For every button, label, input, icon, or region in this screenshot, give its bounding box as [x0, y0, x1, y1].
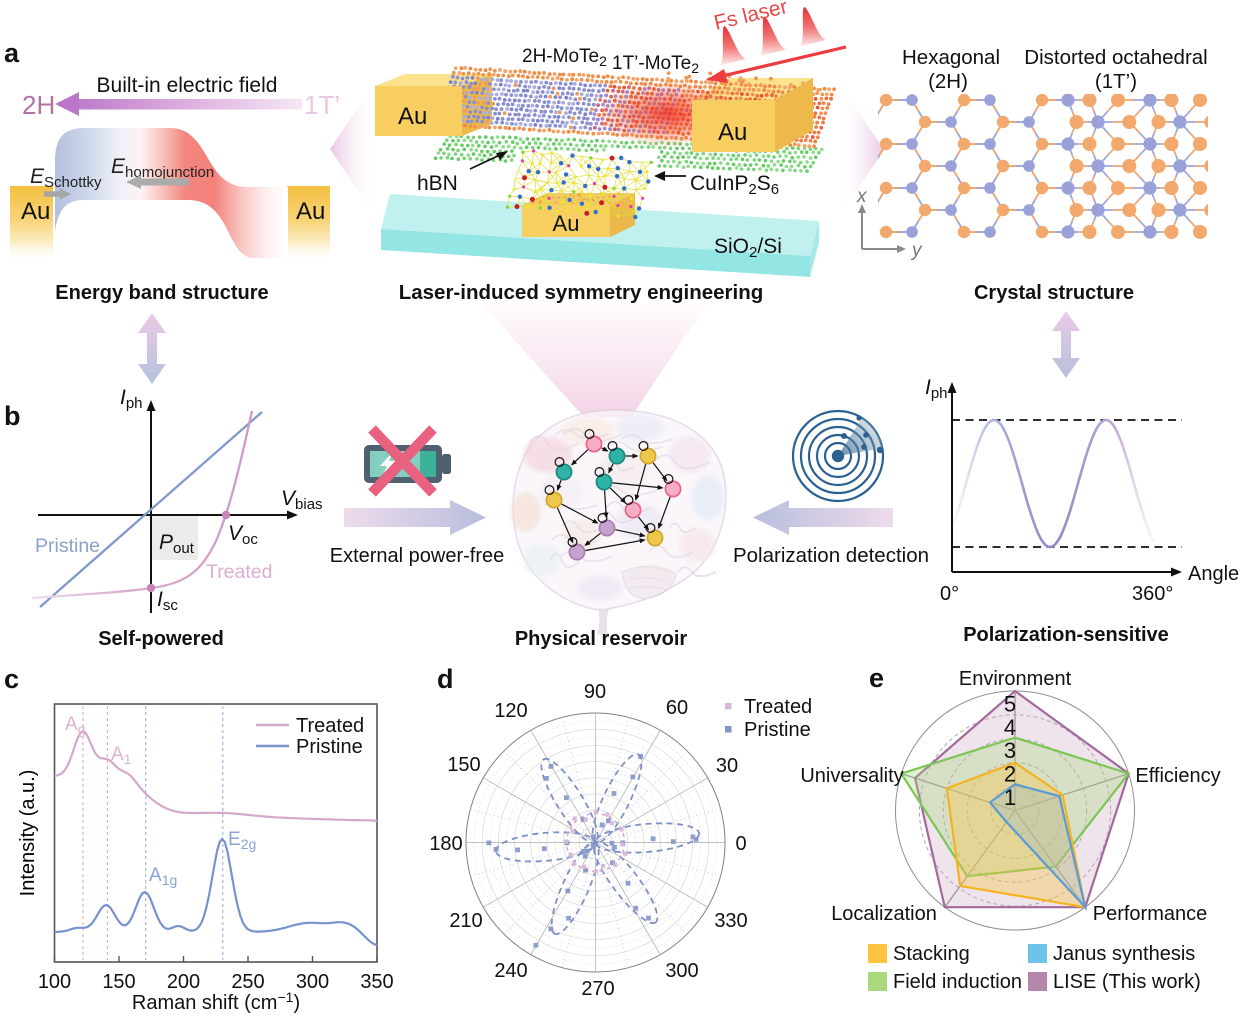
svg-text:180: 180: [429, 833, 462, 855]
svg-text:Angle: Angle: [1188, 563, 1239, 585]
svg-text:Localization: Localization: [831, 903, 937, 925]
svg-text:240: 240: [494, 960, 527, 982]
svg-text:300: 300: [296, 971, 329, 993]
svg-text:Distorted octahedral: Distorted octahedral: [1024, 46, 1207, 69]
svg-text:x: x: [856, 186, 868, 207]
svg-text:360°: 360°: [1132, 583, 1173, 605]
svg-text:Self-powered: Self-powered: [98, 628, 224, 650]
svg-text:Stacking: Stacking: [893, 943, 970, 965]
svg-text:E2g: E2g: [228, 829, 256, 852]
svg-text:0°: 0°: [940, 583, 959, 605]
svg-text:External power-free: External power-free: [330, 545, 505, 567]
svg-text:Environment: Environment: [959, 668, 1072, 690]
svg-text:90: 90: [584, 681, 606, 703]
svg-text:Pristine: Pristine: [744, 719, 811, 741]
svg-text:1T’: 1T’: [304, 90, 340, 120]
svg-text:120: 120: [494, 700, 527, 722]
svg-text:Ag: Ag: [65, 714, 85, 737]
svg-text:LISE (This work): LISE (This work): [1053, 971, 1201, 993]
svg-text:330: 330: [714, 910, 747, 932]
svg-text:A1: A1: [111, 744, 132, 767]
svg-text:30: 30: [716, 755, 738, 777]
svg-text:A1g: A1g: [149, 865, 177, 888]
svg-text:4: 4: [1004, 715, 1016, 740]
svg-text:60: 60: [666, 697, 688, 719]
svg-text:Laser-induced symmetry enginee: Laser-induced symmetry engineering: [399, 281, 764, 304]
svg-text:Physical reservoir: Physical reservoir: [515, 628, 688, 650]
svg-text:Iph: Iph: [925, 376, 948, 402]
svg-text:Treated: Treated: [296, 715, 364, 737]
svg-text:0: 0: [735, 833, 746, 855]
svg-text:200: 200: [167, 971, 200, 993]
svg-text:Treated: Treated: [744, 696, 812, 718]
svg-text:Hexagonal: Hexagonal: [902, 46, 1000, 69]
svg-text:2: 2: [1004, 761, 1016, 786]
svg-text:CuInP2S6: CuInP2S6: [690, 172, 779, 198]
svg-text:Au: Au: [718, 119, 747, 146]
svg-text:Intensity (a.u.): Intensity (a.u.): [17, 770, 39, 897]
svg-text:2H-MoTe2: 2H-MoTe2: [522, 46, 607, 69]
svg-text:Crystal structure: Crystal structure: [974, 282, 1134, 304]
svg-text:Pristine: Pristine: [296, 736, 363, 758]
svg-text:Isc: Isc: [157, 588, 178, 614]
svg-text:Au: Au: [21, 198, 50, 225]
svg-text:Energy band structure: Energy band structure: [55, 282, 268, 304]
svg-text:Treated: Treated: [206, 561, 272, 583]
svg-text:y: y: [910, 240, 923, 261]
svg-text:1T’-MoTe2: 1T’-MoTe2: [612, 53, 699, 76]
svg-text:Field induction: Field induction: [893, 971, 1022, 993]
svg-text:a: a: [4, 38, 20, 68]
svg-text:Polarization detection: Polarization detection: [733, 544, 929, 567]
svg-text:150: 150: [447, 754, 480, 776]
svg-text:d: d: [437, 664, 454, 694]
svg-text:300: 300: [665, 960, 698, 982]
svg-text:350: 350: [360, 971, 393, 993]
svg-text:Pristine: Pristine: [35, 535, 100, 557]
svg-text:Built-in electric field: Built-in electric field: [97, 74, 278, 97]
svg-text:1: 1: [1004, 785, 1016, 810]
svg-text:Raman shift (cm−1): Raman shift (cm−1): [132, 989, 300, 1014]
svg-text:Efficiency: Efficiency: [1135, 765, 1220, 787]
svg-text:(1T’): (1T’): [1095, 70, 1137, 93]
svg-text:Performance: Performance: [1093, 903, 1208, 925]
svg-text:c: c: [4, 664, 19, 694]
svg-text:hBN: hBN: [417, 172, 458, 195]
svg-text:Au: Au: [398, 103, 427, 130]
svg-text:Polarization-sensitive: Polarization-sensitive: [963, 624, 1169, 646]
svg-text:5: 5: [1004, 691, 1016, 716]
svg-text:Vbias: Vbias: [281, 487, 323, 513]
svg-text:270: 270: [581, 978, 614, 1000]
svg-text:e: e: [869, 663, 884, 693]
svg-text:Universality: Universality: [800, 765, 903, 787]
svg-text:Voc: Voc: [228, 522, 258, 548]
svg-text:3: 3: [1004, 738, 1016, 763]
svg-text:Au: Au: [296, 198, 325, 225]
svg-text:150: 150: [102, 971, 135, 993]
svg-text:Iph: Iph: [120, 386, 143, 412]
svg-text:Fs laser: Fs laser: [712, 0, 790, 35]
svg-text:210: 210: [449, 910, 482, 932]
svg-text:2H: 2H: [22, 90, 55, 120]
svg-text:(2H): (2H): [928, 70, 968, 93]
svg-text:SiO2/Si: SiO2/Si: [714, 235, 782, 261]
svg-text:Janus synthesis: Janus synthesis: [1053, 943, 1195, 965]
svg-text:100: 100: [38, 971, 71, 993]
svg-text:Au: Au: [553, 211, 580, 236]
svg-text:250: 250: [231, 971, 264, 993]
svg-text:b: b: [4, 401, 21, 431]
